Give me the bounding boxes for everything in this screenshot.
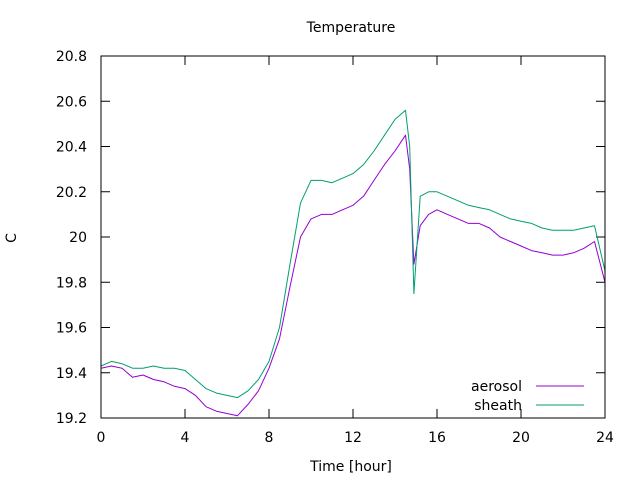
x-tick-label: 4 bbox=[181, 430, 190, 446]
x-tick-label: 24 bbox=[596, 430, 614, 446]
x-tick-label: 8 bbox=[265, 430, 274, 446]
x-tick-label: 20 bbox=[512, 430, 530, 446]
y-tick-label: 20.4 bbox=[56, 140, 87, 156]
x-axis-label: Time [hour] bbox=[309, 459, 392, 475]
y-tick-label: 19.6 bbox=[56, 321, 87, 337]
x-axis: 0 4 8 12 16 20 24 bbox=[97, 56, 614, 446]
legend-label-aerosol: aerosol bbox=[471, 379, 522, 395]
y-tick-label: 20.6 bbox=[56, 94, 87, 110]
y-tick-label: 20 bbox=[69, 230, 87, 246]
plot-lines bbox=[100, 109, 606, 417]
series-line-aerosol bbox=[100, 134, 606, 417]
y-tick-label: 20.8 bbox=[56, 49, 87, 65]
chart-title: Temperature bbox=[306, 20, 396, 36]
legend: aerosol sheath bbox=[471, 379, 584, 414]
y-axis: 19.2 19.4 19.6 19.8 20 20.2 20.4 20.6 20.8 bbox=[56, 49, 605, 427]
x-tick-label: 0 bbox=[97, 430, 106, 446]
y-tick-label: 20.2 bbox=[56, 185, 87, 201]
y-axis-label: C bbox=[4, 233, 20, 243]
x-tick-label: 12 bbox=[344, 430, 362, 446]
legend-label-sheath: sheath bbox=[474, 398, 522, 414]
series-line-sheath bbox=[100, 109, 606, 399]
plot-frame bbox=[100, 55, 606, 419]
y-tick-label: 19.2 bbox=[56, 411, 87, 427]
x-tick-label: 16 bbox=[428, 430, 446, 446]
y-tick-label: 19.4 bbox=[56, 366, 87, 382]
y-tick-label: 19.8 bbox=[56, 275, 87, 291]
